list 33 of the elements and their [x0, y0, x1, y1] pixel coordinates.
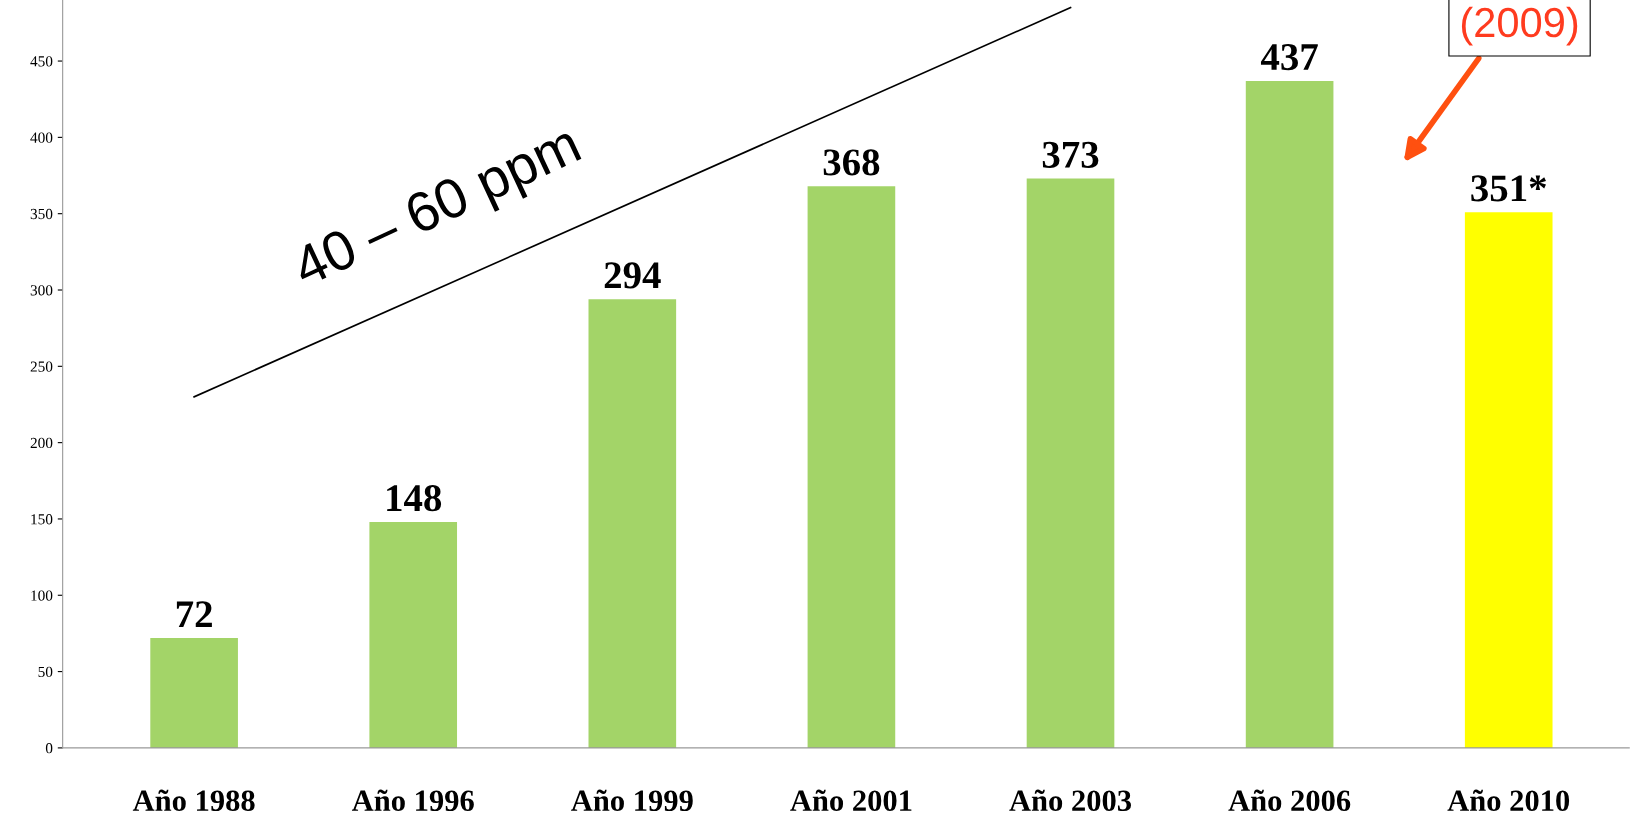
data-label: 368	[823, 149, 880, 176]
data-label: 351*	[1471, 175, 1546, 202]
x-tick-label: Año 1996	[351, 789, 474, 812]
bar	[1026, 178, 1115, 748]
x-tick-label: Año 2001	[790, 789, 912, 812]
annotation: 40 – 60 ppm	[289, 123, 587, 298]
bar	[1464, 212, 1553, 748]
x-tick-label: Año 1988	[132, 789, 255, 812]
y-tick-label: 350	[30, 208, 53, 220]
y-tick-label: 300	[30, 285, 53, 296]
bar	[807, 186, 896, 748]
x-tick-label: Año 2006	[1228, 789, 1351, 812]
x-tick-label: Año 2010	[1447, 789, 1570, 812]
y-tick-label: 150	[31, 514, 53, 525]
data-label: 373	[1042, 141, 1099, 168]
data-label: 294	[604, 262, 661, 289]
bar	[150, 638, 238, 748]
x-tick-label: Año 2003	[1009, 789, 1132, 812]
bar	[369, 522, 458, 748]
y-tick-label: 50	[38, 666, 53, 678]
y-tick-label: 450	[30, 56, 53, 67]
y-tick-label: 100	[31, 590, 53, 601]
y-tick-label: 0	[45, 743, 53, 754]
annotation: (2009)	[1461, 6, 1578, 46]
data-label: 437	[1260, 44, 1318, 71]
data-label: 72	[176, 601, 212, 627]
y-tick-label: 250	[30, 361, 53, 372]
y-tick-label: 200	[30, 437, 53, 449]
data-label: 148	[387, 485, 442, 512]
bar	[1245, 80, 1334, 748]
x-tick-label: Año 1999	[571, 789, 693, 812]
bar	[588, 299, 677, 748]
y-tick-label: 400	[30, 132, 53, 143]
